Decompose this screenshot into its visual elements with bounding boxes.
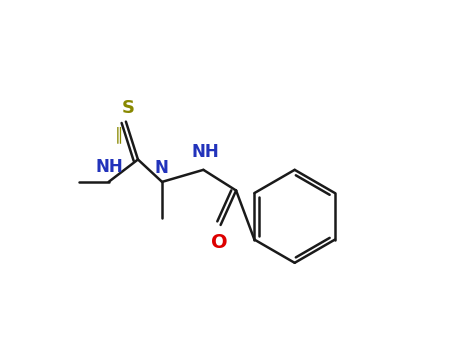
Text: S: S bbox=[122, 99, 135, 118]
Text: N: N bbox=[154, 159, 168, 177]
Text: O: O bbox=[211, 232, 228, 252]
Text: NH: NH bbox=[96, 158, 124, 176]
Text: ∥: ∥ bbox=[115, 126, 123, 144]
Text: NH: NH bbox=[191, 143, 219, 161]
